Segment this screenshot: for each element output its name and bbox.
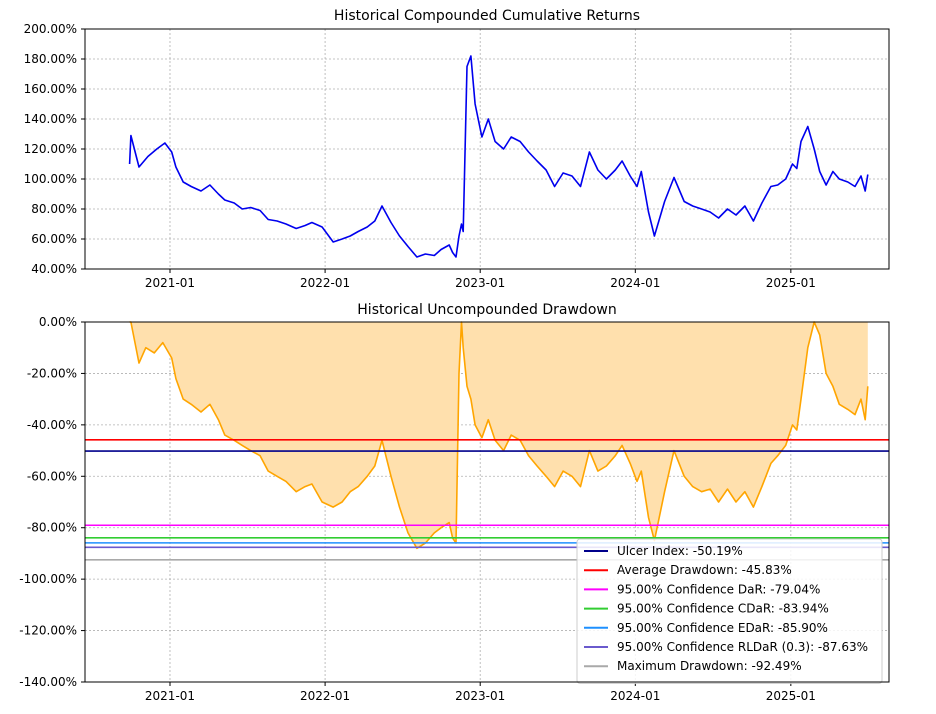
y-tick-label: -20.00% bbox=[27, 366, 77, 380]
x-tick-label: 2023-01 bbox=[455, 276, 505, 290]
x-tick-label: 2024-01 bbox=[610, 276, 660, 290]
legend-box bbox=[576, 538, 883, 684]
drawdown-series-line bbox=[129, 321, 869, 550]
legend-entry: 95.00% Confidence DaR: -79.04% bbox=[617, 582, 820, 596]
x-tick-label: 2021-01 bbox=[145, 276, 195, 290]
y-tick-label: -140.00% bbox=[19, 675, 77, 689]
drawdown-chart-title: Historical Uncompounded Drawdown bbox=[357, 302, 616, 318]
returns-plot-frame bbox=[84, 28, 890, 270]
y-tick-label: 180.00% bbox=[24, 52, 77, 66]
legend-entry: 95.00% Confidence EDaR: -85.90% bbox=[617, 621, 828, 635]
y-tick-label: -80.00% bbox=[27, 521, 77, 535]
y-tick-label: -100.00% bbox=[19, 572, 77, 586]
drawdown-reference-lines bbox=[85, 439, 889, 561]
returns-series-line bbox=[128, 55, 869, 258]
y-tick-label: 120.00% bbox=[24, 142, 77, 156]
legend-entry: Ulcer Index: -50.19% bbox=[617, 544, 743, 558]
y-tick-label: 200.00% bbox=[24, 22, 77, 36]
x-tick-label: 2021-01 bbox=[145, 689, 195, 703]
y-tick-label: 160.00% bbox=[24, 82, 77, 96]
x-tick-label: 2025-01 bbox=[766, 276, 816, 290]
y-tick-label: 60.00% bbox=[31, 232, 77, 246]
drawdown-legend: Ulcer Index: -50.19% Average Drawdown: -4… bbox=[576, 538, 883, 684]
drawdown-x-axis: 2021-01 2022-01 2023-01 2024-01 2025-01 bbox=[145, 682, 816, 703]
returns-x-axis: 2021-01 2022-01 2023-01 2024-01 2025-01 bbox=[145, 269, 816, 290]
legend-entry: 95.00% Confidence RLDaR (0.3): -87.63% bbox=[617, 640, 868, 654]
drawdown-panel: Historical Uncompounded Drawdown 0.00% -2… bbox=[19, 302, 890, 703]
returns-panel: Historical Compounded Cumulative Returns… bbox=[24, 8, 890, 290]
y-tick-label: -120.00% bbox=[19, 624, 77, 638]
drawdown-plot-frame bbox=[84, 321, 890, 683]
legend-entry: 95.00% Confidence CDaR: -83.94% bbox=[617, 602, 829, 616]
x-tick-label: 2023-01 bbox=[455, 689, 505, 703]
drawdown-area-fill bbox=[129, 322, 868, 549]
y-tick-label: 100.00% bbox=[24, 172, 77, 186]
y-tick-label: 140.00% bbox=[24, 112, 77, 126]
x-tick-label: 2024-01 bbox=[610, 689, 660, 703]
y-tick-label: 40.00% bbox=[31, 262, 77, 276]
x-tick-label: 2022-01 bbox=[300, 276, 350, 290]
y-tick-label: 0.00% bbox=[39, 315, 77, 329]
y-tick-label: -60.00% bbox=[27, 469, 77, 483]
drawdown-y-axis: 0.00% -20.00% -40.00% -60.00% -80.00% -100.00… bbox=[19, 315, 85, 689]
returns-gridlines bbox=[85, 28, 889, 270]
legend-entry: Maximum Drawdown: -92.49% bbox=[617, 659, 802, 673]
returns-chart-title: Historical Compounded Cumulative Returns bbox=[334, 8, 640, 24]
x-tick-label: 2022-01 bbox=[300, 689, 350, 703]
y-tick-label: -40.00% bbox=[27, 418, 77, 432]
y-tick-label: 80.00% bbox=[31, 202, 77, 216]
x-tick-label: 2025-01 bbox=[766, 689, 816, 703]
returns-y-axis: 40.00% 60.00% 80.00% 100.00% 120.00% 140.00% 1… bbox=[24, 22, 85, 276]
legend-entry: Average Drawdown: -45.83% bbox=[617, 563, 792, 577]
